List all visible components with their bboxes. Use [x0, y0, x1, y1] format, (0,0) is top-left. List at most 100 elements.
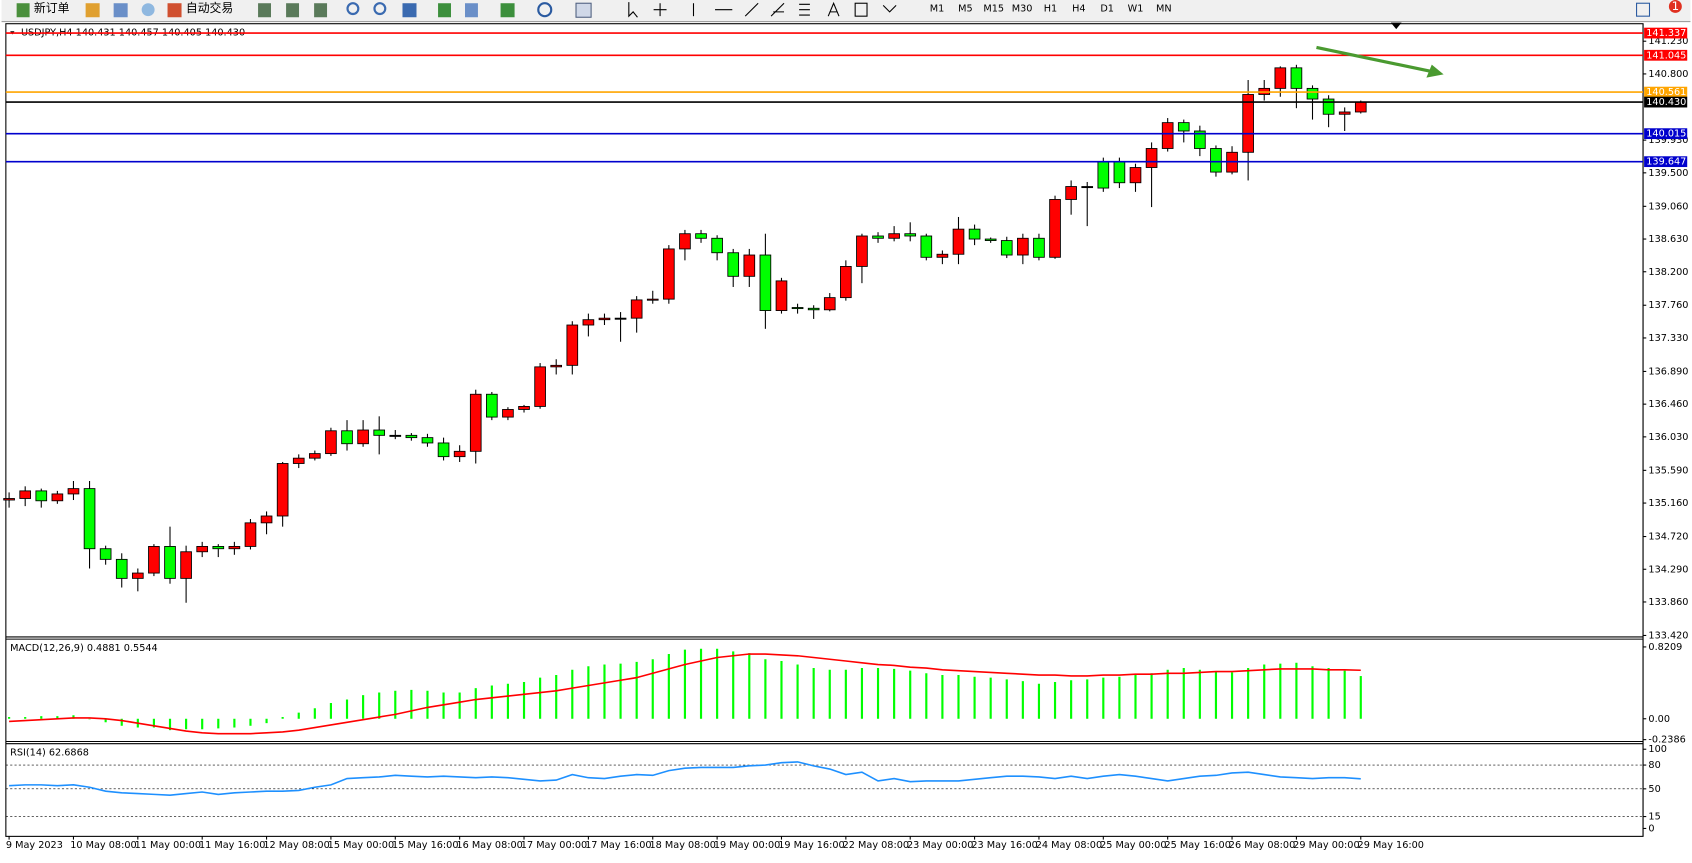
candle-body: [1161, 122, 1174, 149]
candle-body: [1000, 240, 1013, 256]
timeframe-button[interactable]: W1: [1128, 4, 1144, 15]
indicators[interactable]: [500, 3, 515, 18]
timeframe-button[interactable]: M30: [1012, 4, 1033, 15]
tool-icon[interactable]: [258, 3, 271, 18]
macd-bar: [1102, 677, 1105, 719]
new-order-icon[interactable]: [16, 3, 30, 18]
macd-bar: [1150, 673, 1153, 719]
macd-bar: [1086, 679, 1089, 719]
y-tick-label: 141.230: [1648, 36, 1688, 47]
y-tick-label: 140.800: [1648, 69, 1688, 80]
macd-bar: [56, 716, 59, 719]
new-order-button[interactable]: 新订单: [34, 1, 70, 15]
candle-body: [3, 498, 15, 501]
periods[interactable]: [537, 2, 553, 18]
candle-body: [1274, 67, 1287, 89]
tool-icon[interactable]: [465, 3, 478, 18]
macd-bar: [587, 666, 590, 719]
tool-icon[interactable]: [85, 3, 100, 18]
macd-bar: [313, 708, 316, 719]
cursor-tool[interactable]: [628, 2, 638, 18]
y-tick-label: 0.8209: [1648, 642, 1682, 653]
macd-bar: [651, 659, 654, 719]
macd-bar: [378, 692, 381, 719]
tool-icon[interactable]: [113, 3, 128, 18]
macd-bar: [1070, 680, 1073, 719]
candle-body: [260, 515, 273, 524]
timeframe-button[interactable]: M5: [958, 4, 973, 15]
macd-bar: [619, 663, 622, 719]
timeframe-button[interactable]: H1: [1044, 4, 1057, 15]
macd-bar: [764, 659, 767, 719]
timeframe-button[interactable]: D1: [1100, 4, 1114, 15]
price-level-box: [1644, 49, 1688, 61]
tool-icon[interactable]: [286, 3, 300, 18]
notifications[interactable]: [1668, 0, 1682, 13]
candle-body: [968, 228, 981, 240]
candle-body: [180, 551, 192, 579]
macd-title: MACD(12,26,9) 0.4881 0.5544: [10, 643, 158, 654]
candle-body: [309, 453, 321, 459]
y-tick-label: 137.760: [1648, 300, 1688, 311]
macd-bar: [1134, 675, 1137, 719]
x-tick-label: 15 May 00:00: [328, 840, 394, 851]
candle-body: [727, 252, 740, 277]
x-tick-label: 19 May 00:00: [714, 840, 780, 851]
macd-bar: [683, 649, 687, 719]
zoom-out[interactable]: [373, 2, 387, 16]
crosshair-tool[interactable]: [653, 3, 667, 17]
candle-body: [51, 493, 64, 502]
tool-icon[interactable]: [314, 3, 328, 18]
macd-bar: [748, 653, 751, 719]
y-tick-label: 80: [1648, 760, 1660, 771]
timeframe-button[interactable]: M1: [930, 4, 945, 15]
price-level-box: [1644, 128, 1688, 140]
x-tick-label: 15 May 16:00: [392, 840, 458, 851]
macd-bar: [474, 688, 477, 719]
trendline-tool[interactable]: [744, 2, 759, 17]
fibo-tool[interactable]: [799, 3, 810, 16]
timeframe-button[interactable]: M15: [983, 4, 1004, 15]
auto-trading-icon[interactable]: [167, 3, 182, 18]
search[interactable]: [1636, 2, 1651, 17]
macd-bar: [699, 648, 703, 719]
candle-body: [952, 228, 965, 255]
text-tool[interactable]: [827, 1, 840, 17]
y-tick-label: 50: [1648, 784, 1660, 795]
zoom-in[interactable]: [346, 2, 360, 16]
macd-bar: [973, 676, 976, 719]
candle-body: [35, 490, 48, 502]
arrows-tool[interactable]: [882, 5, 897, 13]
macd-bar: [329, 703, 333, 719]
auto-trading-button[interactable]: 自动交易: [186, 1, 233, 15]
candle-body: [711, 237, 723, 254]
candle-body: [1194, 130, 1206, 149]
y-tick-label: 133.420: [1648, 630, 1688, 641]
macd-bar: [8, 717, 11, 719]
candle-body: [341, 430, 353, 445]
macd-bar: [458, 692, 461, 719]
x-tick-label: 19 May 16:00: [778, 840, 844, 851]
timeframe-button[interactable]: H4: [1072, 4, 1085, 15]
templates[interactable]: [575, 2, 592, 18]
notification-count: 1: [1672, 0, 1680, 13]
macd-bar: [168, 718, 172, 731]
y-tick-label: 134.720: [1648, 532, 1688, 543]
y-tick-label: 15: [1648, 812, 1660, 823]
candle-body: [1306, 87, 1319, 100]
y-tick-label: 100: [1648, 744, 1667, 755]
tool-icon[interactable]: [141, 3, 155, 17]
tool-icon[interactable]: [438, 3, 451, 18]
tile-windows[interactable]: [402, 3, 417, 18]
channel-tool[interactable]: [770, 2, 785, 17]
candle-body: [920, 235, 933, 258]
candle-body: [582, 319, 595, 326]
label-tool[interactable]: [854, 2, 868, 17]
macd-bar: [394, 690, 397, 719]
timeframe-button[interactable]: MN: [1156, 4, 1172, 15]
x-tick-label: 25 May 00:00: [1100, 840, 1166, 851]
macd-bar: [1295, 662, 1298, 719]
candle-body: [1129, 167, 1142, 184]
candle-body: [1210, 148, 1222, 173]
